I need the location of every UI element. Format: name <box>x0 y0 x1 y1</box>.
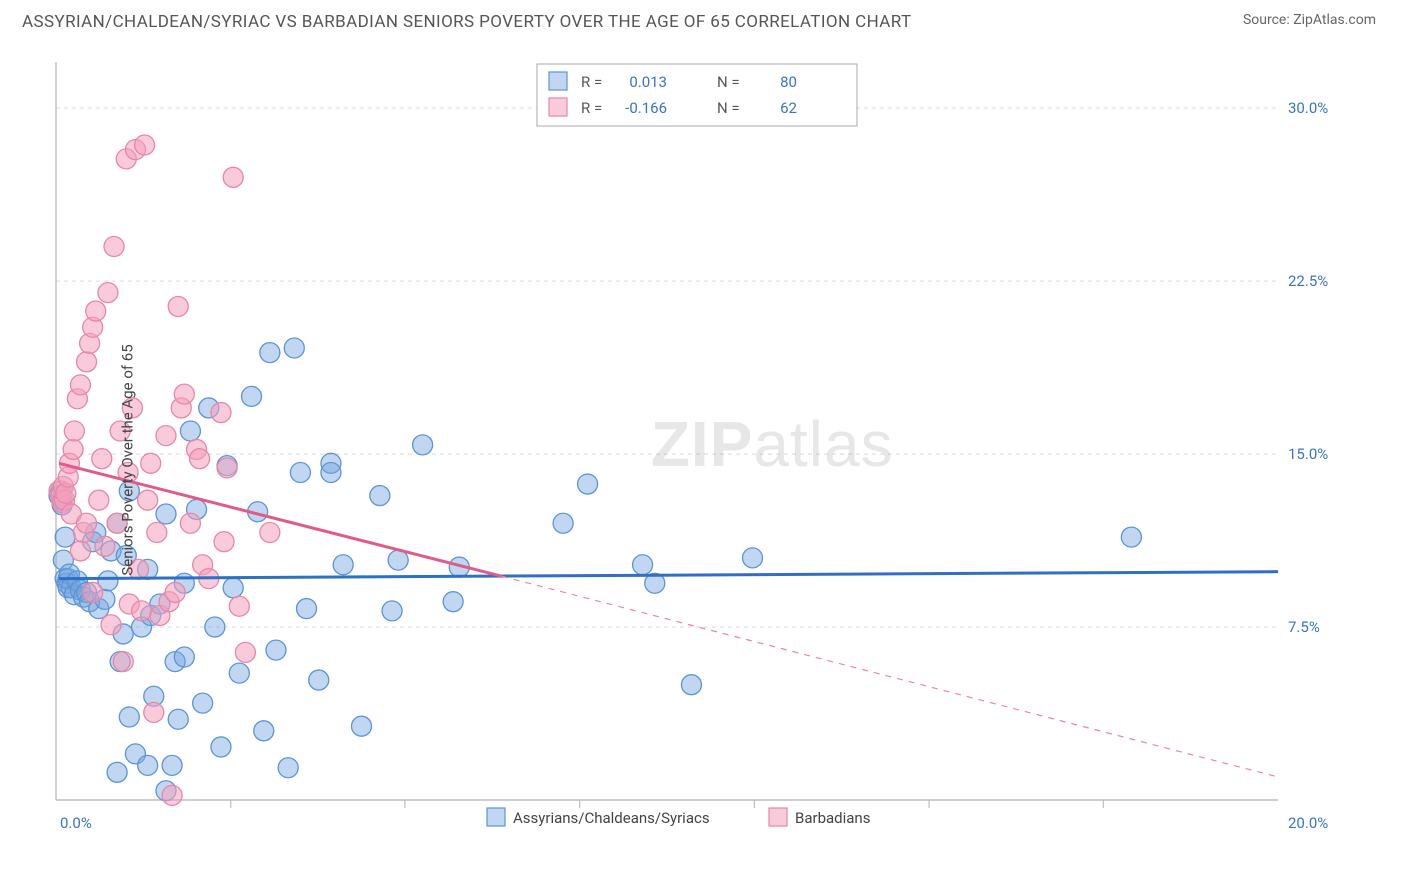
y-tick-label: 30.0% <box>1288 99 1328 117</box>
data-point <box>101 615 121 635</box>
x-tick-label: 0.0% <box>60 814 92 832</box>
chart-header: ASSYRIAN/CHALDEAN/SYRIAC VS BARBADIAN SE… <box>0 0 1406 40</box>
stats-n-value: 80 <box>780 73 797 91</box>
chart-title: ASSYRIAN/CHALDEAN/SYRIAC VS BARBADIAN SE… <box>22 12 912 32</box>
data-point <box>138 755 158 775</box>
data-point <box>370 486 390 506</box>
plot-area: Seniors Poverty Over the Age of 65 ZIPat… <box>22 48 1386 872</box>
data-point <box>413 435 433 455</box>
legend-swatch <box>487 808 505 826</box>
data-point <box>92 449 112 469</box>
data-point <box>309 670 329 690</box>
data-point <box>77 513 97 533</box>
legend-label: Barbadians <box>795 809 870 827</box>
data-point <box>64 421 84 441</box>
legend-swatch <box>549 72 567 90</box>
data-point <box>205 617 225 637</box>
data-point <box>681 675 701 695</box>
data-point <box>321 463 341 483</box>
data-point <box>290 463 310 483</box>
data-point <box>297 599 317 619</box>
data-point <box>193 693 213 713</box>
data-point <box>388 550 408 570</box>
scatter-chart: 7.5% 15.0% 22.5% 30.0% 0.0% 20.0% R = 0.013 N = 8… <box>22 48 1340 838</box>
data-point <box>174 384 194 404</box>
data-point <box>578 474 598 494</box>
data-point <box>260 522 280 542</box>
data-point <box>98 283 118 303</box>
data-point <box>141 453 161 473</box>
stats-r-label: R = <box>581 73 602 91</box>
data-point <box>254 721 274 741</box>
data-point <box>229 596 249 616</box>
data-point <box>743 548 763 568</box>
data-point <box>168 296 188 316</box>
data-point <box>83 582 103 602</box>
data-point <box>55 527 75 547</box>
data-point <box>63 439 83 459</box>
data-point <box>266 640 286 660</box>
chart-source: Source: ZipAtlas.com <box>1243 12 1376 28</box>
data-point <box>77 352 97 372</box>
data-point <box>333 555 353 575</box>
data-point <box>168 709 188 729</box>
y-tick-label: 22.5% <box>1288 272 1328 290</box>
stats-r-value: 0.013 <box>629 73 667 91</box>
data-point <box>180 421 200 441</box>
data-point <box>633 555 653 575</box>
data-point <box>95 536 115 556</box>
data-point <box>229 663 249 683</box>
data-point <box>70 375 90 395</box>
chart-container: ASSYRIAN/CHALDEAN/SYRIAC VS BARBADIAN SE… <box>0 0 1406 892</box>
data-point <box>190 449 210 469</box>
legend-label: Assyrians/Chaldeans/Syriacs <box>513 809 710 827</box>
y-axis-label: Seniors Poverty Over the Age of 65 <box>119 344 137 575</box>
data-point <box>86 301 106 321</box>
stats-n-label: N = <box>717 99 740 117</box>
data-point <box>162 785 182 805</box>
y-tick-label: 7.5% <box>1288 618 1320 636</box>
data-point <box>214 532 234 552</box>
data-point <box>138 490 158 510</box>
data-point <box>553 513 573 533</box>
data-point <box>211 737 231 757</box>
data-point <box>174 647 194 667</box>
data-point <box>352 716 372 736</box>
data-point <box>132 601 152 621</box>
stats-n-value: 62 <box>780 99 797 117</box>
data-point <box>89 490 109 510</box>
data-point <box>107 762 127 782</box>
data-point <box>144 702 164 722</box>
data-point <box>135 135 155 155</box>
data-point <box>180 513 200 533</box>
data-point <box>162 755 182 775</box>
data-point <box>119 707 139 727</box>
data-point <box>223 167 243 187</box>
y-tick-label: 15.0% <box>1288 445 1328 463</box>
data-point <box>104 237 124 257</box>
data-point <box>382 601 402 621</box>
data-point <box>156 504 176 524</box>
legend-swatch <box>769 808 787 826</box>
data-point <box>278 758 298 778</box>
stats-n-label: N = <box>717 73 740 91</box>
data-point <box>147 522 167 542</box>
data-point <box>284 338 304 358</box>
data-point <box>165 582 185 602</box>
data-point <box>242 386 262 406</box>
data-point <box>235 642 255 662</box>
data-point <box>156 426 176 446</box>
stats-r-value: -0.166 <box>625 99 667 117</box>
stats-r-label: R = <box>581 99 602 117</box>
data-point <box>211 403 231 423</box>
data-point <box>70 541 90 561</box>
data-point <box>260 343 280 363</box>
data-point <box>113 652 133 672</box>
legend-swatch <box>549 98 567 116</box>
x-tick-label: 20.0% <box>1288 814 1328 832</box>
data-point <box>223 578 243 598</box>
data-point <box>217 458 237 478</box>
data-point <box>1121 527 1141 547</box>
data-point <box>443 592 463 612</box>
